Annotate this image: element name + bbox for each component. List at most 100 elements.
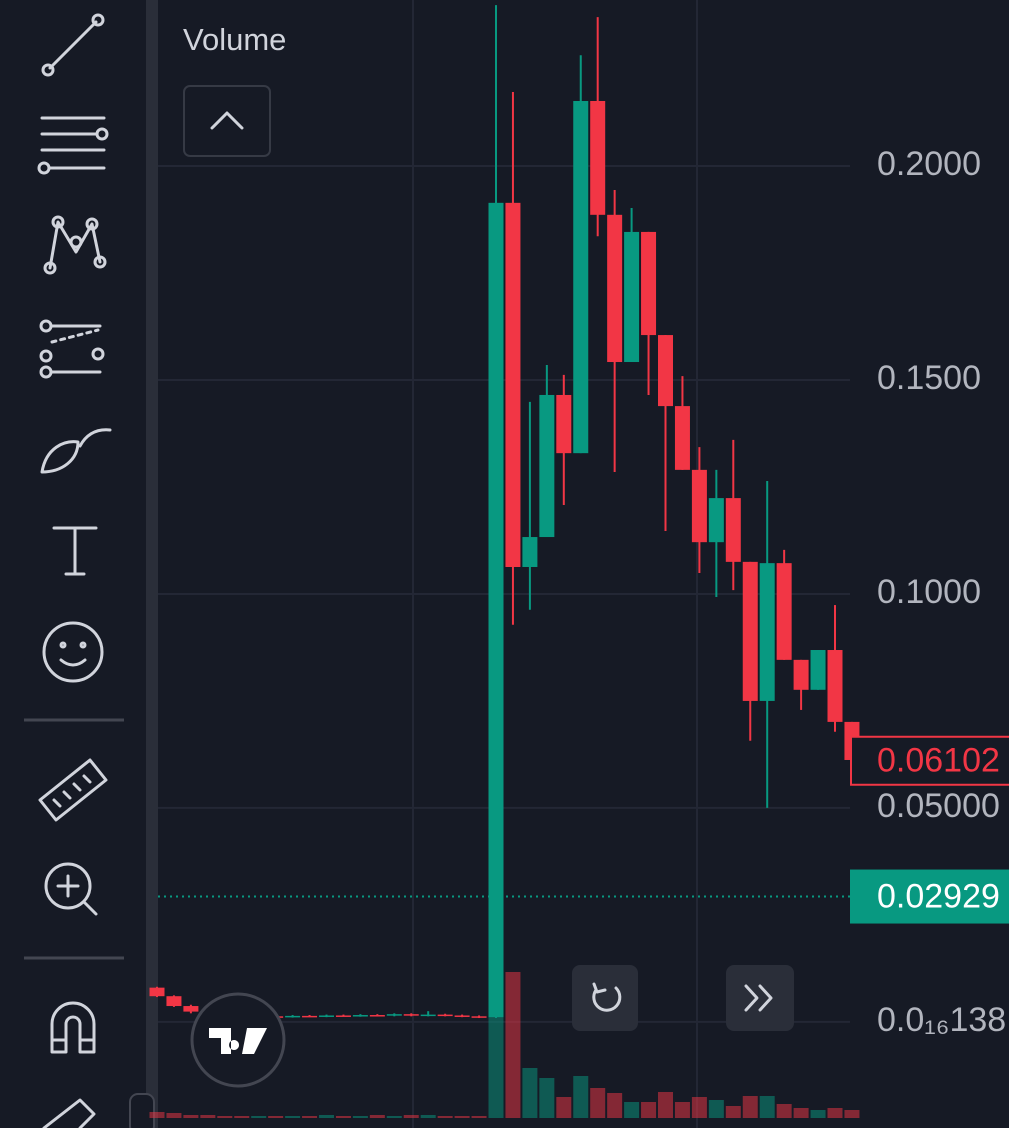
plot-area (149, 5, 860, 1118)
candle-body (658, 335, 673, 407)
volume-bar (420, 1115, 436, 1118)
candle-body (420, 1014, 436, 1017)
y-tick-label: 0.1500 (877, 359, 981, 397)
y-tick-label: 0.1000 (877, 573, 981, 611)
volume-label: Volume (183, 22, 286, 57)
candle-body (437, 1014, 453, 1017)
candle-body (386, 1014, 402, 1016)
volume-bar (471, 1116, 487, 1118)
zoom-tool[interactable] (44, 862, 98, 916)
candle-body (810, 650, 826, 690)
volume-bar (251, 1116, 267, 1118)
volume-bar (742, 1096, 758, 1118)
volume-bar (285, 1116, 301, 1118)
candle-body (352, 1015, 368, 1017)
candle-body (454, 1015, 470, 1017)
volume-bar (234, 1116, 250, 1118)
candle-body (369, 1015, 385, 1017)
candle-body (607, 214, 623, 363)
volume-bar (590, 1088, 606, 1118)
last-price-label: 0.06102 (877, 742, 1000, 780)
volume-bar (302, 1116, 318, 1118)
pattern-tool[interactable] (43, 215, 107, 275)
candle-body (319, 1015, 334, 1017)
last-price-tag (850, 735, 1009, 786)
trendline-tool[interactable] (41, 13, 105, 77)
volume-bar (674, 1102, 690, 1118)
candle-body (403, 1014, 419, 1016)
collapse-button[interactable] (183, 85, 271, 157)
candle-body (166, 996, 182, 1007)
volume-bar (217, 1116, 233, 1118)
toolbar (24, 0, 158, 1128)
volume-bar (505, 972, 521, 1118)
magnet-tool[interactable] (50, 1001, 96, 1054)
candle-body (793, 659, 809, 690)
candle-body (641, 231, 657, 336)
volume-bar (658, 1092, 673, 1118)
volume-bar (708, 1100, 724, 1118)
candle-body (285, 1015, 301, 1018)
forecast-tool[interactable] (39, 319, 105, 379)
volume-bar (539, 1078, 555, 1118)
candle-body (522, 537, 538, 567)
ruler-tool[interactable] (38, 758, 108, 822)
volume-bar (352, 1116, 368, 1118)
volume-bar (556, 1097, 572, 1118)
collapse-icon (210, 111, 244, 130)
candle-body (471, 1016, 487, 1018)
scroll-right-button[interactable] (726, 965, 794, 1031)
volume-bar (810, 1110, 826, 1118)
toolbar-toggle[interactable] (129, 1093, 155, 1128)
volume-bar (319, 1115, 334, 1118)
candle-body (725, 498, 741, 562)
reset-icon (592, 986, 622, 1012)
scroll-icon (744, 984, 759, 1012)
volume-bar (691, 1097, 707, 1118)
toolbar-scrollbar (146, 0, 158, 1128)
volume-bar (759, 1096, 775, 1118)
volume-bar (844, 1110, 860, 1118)
logo-mark (209, 1028, 267, 1054)
volume-bar (793, 1108, 809, 1118)
volume-bar (369, 1115, 385, 1118)
fib-tool[interactable] (37, 116, 109, 175)
price-tag-label: 0.02929 (877, 878, 1000, 916)
volume-bar (624, 1102, 640, 1118)
pencil-tool[interactable] (42, 1098, 96, 1128)
candle-body (573, 100, 589, 454)
emoji-tool[interactable] (42, 621, 104, 683)
volume-bar (149, 1112, 165, 1118)
candle-body (590, 100, 606, 215)
text-tool[interactable] (52, 526, 98, 576)
candle-body (827, 650, 843, 722)
candle-body (691, 469, 707, 543)
candle-body (149, 987, 165, 997)
scroll-icon (758, 984, 773, 1012)
volume-bar (200, 1115, 216, 1118)
volume-bar (403, 1115, 419, 1118)
volume-bar (454, 1116, 470, 1118)
candle-body (302, 1015, 318, 1018)
candle-body (776, 563, 792, 660)
candle-body (742, 561, 758, 701)
volume-bar (641, 1102, 657, 1118)
volume-bar (386, 1116, 402, 1118)
volume-bar (607, 1093, 623, 1118)
y-tick-label: 0.05000 (877, 787, 1000, 825)
y-tick-label: 0.0₁₆138 (877, 1001, 1006, 1039)
reset-button[interactable] (572, 965, 638, 1031)
candle-body (708, 498, 724, 543)
candle-body (624, 231, 640, 363)
candle-body (488, 202, 504, 1018)
candle-body (505, 202, 521, 567)
candle-body (556, 394, 572, 454)
candle-body (335, 1015, 351, 1017)
candle-body (674, 406, 690, 470)
volume-bar (437, 1116, 453, 1118)
logo[interactable] (190, 992, 286, 1088)
brush-tool[interactable] (40, 428, 112, 474)
volume-bar (335, 1116, 351, 1118)
